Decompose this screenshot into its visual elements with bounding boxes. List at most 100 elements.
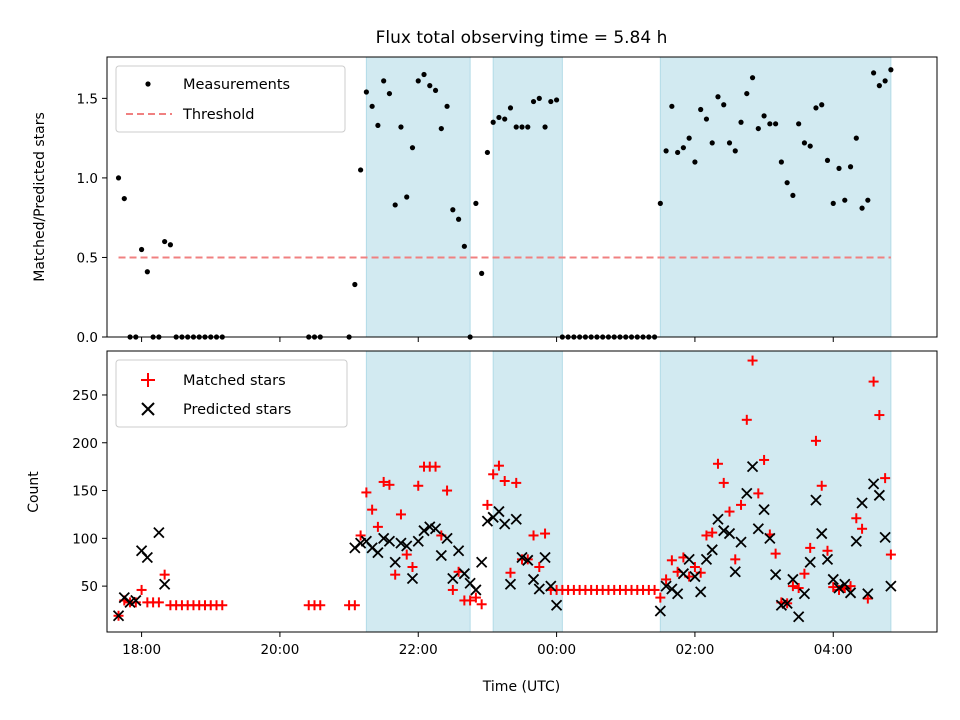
- x-tick-label: 22:00: [399, 642, 438, 658]
- matched-star-point: [805, 542, 816, 553]
- measurement-point: [657, 200, 663, 206]
- measurement-point: [819, 102, 825, 108]
- matched-star-point: [834, 584, 845, 595]
- observing-window-band: [365, 56, 471, 338]
- matched-star-point: [488, 469, 499, 480]
- measurement-point: [167, 242, 174, 248]
- predicted-star-point-b: [700, 553, 713, 565]
- matched-star-point: [885, 549, 896, 560]
- matched-star-point: [153, 597, 164, 608]
- predicted-star-point-b: [844, 587, 857, 599]
- predicted-star-point-b: [706, 544, 718, 556]
- predicted-star-point-b: [395, 537, 407, 549]
- y-tick-label: 0.5: [77, 250, 98, 266]
- predicted-star-point-b: [764, 532, 776, 544]
- measurement-point: [675, 149, 681, 156]
- predicted-star-point: [522, 554, 534, 566]
- matched-star-point: [384, 479, 395, 490]
- matched-star-point: [799, 568, 810, 579]
- measurement-point: [536, 95, 542, 101]
- predicted-star-point: [689, 570, 701, 583]
- predicted-star-point: [764, 532, 776, 544]
- matched-star-point: [695, 567, 706, 578]
- predicted-star-point-b: [729, 566, 741, 578]
- predicted-star-point: [671, 588, 684, 600]
- measurement-point: [381, 78, 387, 84]
- measurement-point: [484, 149, 491, 156]
- measurement-point: [496, 114, 502, 121]
- predicted-star-point-b: [372, 547, 384, 559]
- predicted-star-point: [677, 568, 690, 580]
- y-tick-label: 200: [72, 436, 98, 452]
- matched-star-point: [315, 600, 326, 611]
- matched-star-point: [534, 562, 545, 573]
- matched-star-point: [655, 592, 666, 603]
- matched-star-point: [159, 569, 170, 580]
- matched-star-point: [741, 414, 752, 425]
- predicted-star-point: [470, 584, 482, 596]
- predicted-star-point-b: [839, 578, 851, 590]
- measurement-point: [778, 159, 784, 165]
- predicted-star-point: [389, 556, 401, 568]
- predicted-star-point: [844, 587, 857, 599]
- y-tick-label: 150: [72, 484, 98, 500]
- matched-star-point: [689, 562, 700, 573]
- figure-title: Flux total observing time = 5.84 h: [376, 28, 668, 48]
- predicted-star-point-b: [735, 536, 747, 548]
- predicted-star-point-b: [141, 551, 153, 564]
- matched-star-point: [759, 454, 770, 465]
- bottom-legend: Matched stars Predicted stars: [115, 359, 348, 428]
- y-tick-label: 1.5: [77, 91, 98, 107]
- predicted-star-point: [706, 544, 718, 556]
- measurement-point: [138, 246, 145, 253]
- bottom-x-ticks: 18:00 20:00 22:00 00:00 02:00 04:00: [122, 632, 853, 658]
- matched-star-point: [810, 435, 821, 446]
- predicted-star-point: [781, 597, 793, 609]
- predicted-star-point-b: [867, 478, 880, 490]
- matched-star-point: [505, 567, 516, 578]
- predicted-star-point: [804, 556, 816, 568]
- measurement-point: [450, 207, 456, 213]
- top-y-axis-label: Matched/Predicted stars: [32, 112, 48, 282]
- predicted-star-point: [527, 573, 540, 586]
- matched-star-point: [661, 574, 672, 585]
- predicted-star-point: [493, 505, 505, 518]
- measurement-point: [473, 200, 479, 206]
- measurement-point: [738, 119, 744, 125]
- predicted-star-point-b: [383, 535, 396, 547]
- predicted-star-point-b: [499, 518, 511, 530]
- measurement-point: [358, 167, 364, 173]
- y-tick-label: 250: [72, 388, 98, 404]
- predicted-star-point-b: [418, 525, 430, 537]
- bottom-legend-box: [115, 359, 348, 428]
- predicted-star-point: [499, 518, 511, 530]
- matched-star-point: [736, 499, 747, 510]
- measurement-point: [432, 87, 439, 94]
- observing-window-band: [492, 350, 563, 633]
- predicted-star-point-b: [458, 568, 470, 580]
- predicted-star-point: [833, 582, 845, 594]
- measurement-point: [421, 71, 427, 78]
- observing-window-band: [659, 350, 892, 633]
- predicted-star-point: [821, 553, 834, 565]
- measurement-point: [398, 124, 404, 130]
- measurement-point: [444, 103, 450, 109]
- matched-star-point: [828, 582, 839, 593]
- measurement-point: [409, 145, 416, 151]
- matched-star-point: [707, 527, 718, 538]
- matched-star-point: [718, 477, 729, 488]
- predicted-star-point-b: [787, 573, 799, 586]
- predicted-star-point-b: [856, 497, 868, 509]
- measurement-point: [744, 90, 750, 97]
- predicted-star-point: [729, 566, 741, 578]
- measurement-point: [703, 116, 710, 122]
- measurement-point: [121, 195, 127, 202]
- predicted-star-point-b: [389, 556, 401, 568]
- predicted-star-point-b: [723, 527, 736, 540]
- predicted-star-point-b: [873, 489, 885, 501]
- top-observing-windows: [365, 56, 892, 338]
- predicted-star-point-b: [481, 515, 494, 527]
- matched-star-point: [701, 530, 712, 541]
- predicted-star-point-b: [810, 494, 822, 506]
- predicted-star-point-b: [769, 569, 782, 581]
